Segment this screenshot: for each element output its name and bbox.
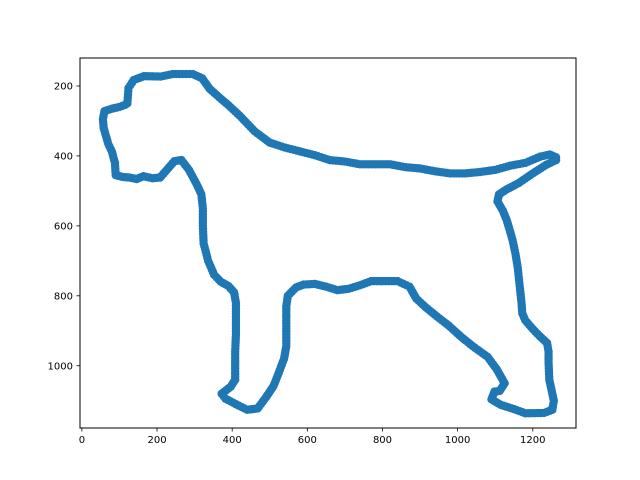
y-tick-label: 200 bbox=[54, 81, 73, 92]
plot-frame bbox=[79, 57, 577, 429]
y-axis: 200 400 600 800 1000 bbox=[48, 81, 80, 372]
x-tick-label: 200 bbox=[147, 435, 166, 446]
x-tick-label: 0 bbox=[79, 435, 85, 446]
x-tick-label: 1200 bbox=[520, 435, 545, 446]
x-tick-label: 600 bbox=[298, 435, 317, 446]
scatter-point bbox=[120, 100, 130, 110]
x-tick-label: 800 bbox=[373, 435, 392, 446]
x-tick-label: 1000 bbox=[445, 435, 470, 446]
x-axis: 0 200 400 600 800 1000 1200 bbox=[79, 428, 546, 446]
y-tick-label: 1000 bbox=[48, 361, 73, 372]
scatter-points bbox=[98, 69, 561, 418]
x-tick-label: 400 bbox=[223, 435, 242, 446]
y-tick-label: 800 bbox=[54, 291, 73, 302]
y-tick-label: 400 bbox=[54, 151, 73, 162]
y-tick-label: 600 bbox=[54, 221, 73, 232]
